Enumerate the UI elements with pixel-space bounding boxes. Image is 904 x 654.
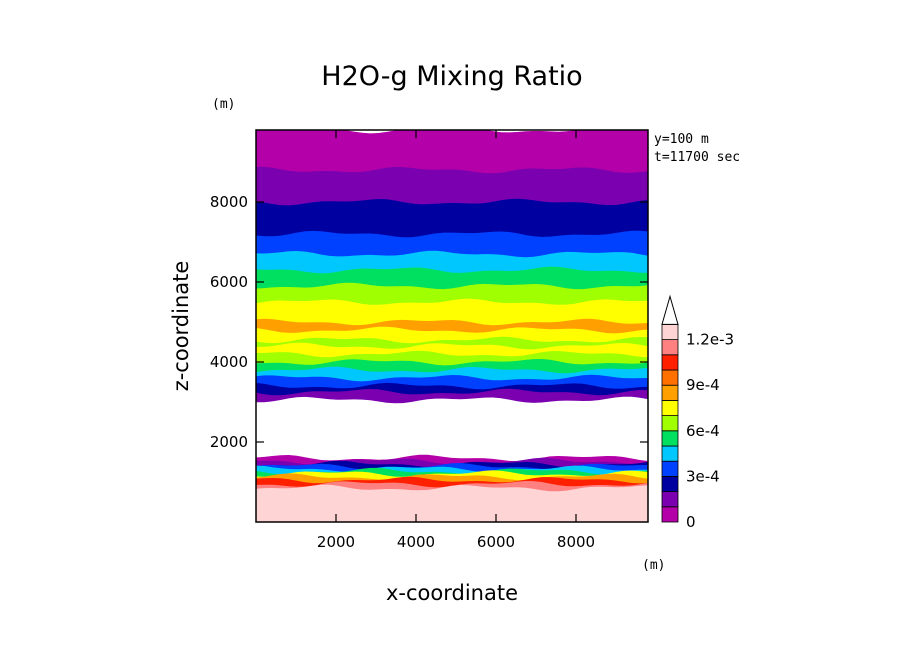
y-tick-label: 6000 — [210, 273, 248, 291]
colorbar-tick-label: 3e-4 — [686, 467, 720, 485]
colorbar-extend-arrow — [661, 294, 679, 325]
colorbar-segment — [661, 323, 679, 340]
y-axis-ticks: 2000 4000 6000 8000 — [210, 193, 648, 451]
x-tick-label: 4000 — [397, 533, 435, 551]
colorbar-segment — [661, 430, 679, 447]
x-unit-label: (m) — [642, 558, 665, 573]
x-tick-label: 2000 — [317, 533, 355, 551]
x-tick-label: 8000 — [557, 533, 595, 551]
colorbar-tick-label: 6e-4 — [686, 422, 720, 440]
chart-title: H2O-g Mixing Ratio — [321, 61, 582, 92]
colorbar-segment — [661, 460, 679, 477]
colorbar-segment — [661, 475, 679, 492]
y-axis-label: z-coordinate — [169, 261, 193, 392]
colorbar-segment — [661, 415, 679, 432]
contour-field — [256, 130, 648, 522]
x-axis-ticks: 2000 4000 6000 8000 — [317, 130, 595, 551]
y-tick-label: 2000 — [210, 433, 248, 451]
annotation-y-position: y=100 m — [654, 132, 709, 147]
plot-frame — [255, 129, 649, 523]
colorbar-segment — [661, 354, 679, 371]
colorbar-segment — [661, 339, 679, 356]
colorbar-tick-label: 1.2e-3 — [686, 331, 734, 349]
colorbar-tick-label: 0 — [686, 513, 696, 531]
y-unit-label: (m) — [212, 97, 235, 112]
colorbar-segment — [661, 491, 679, 508]
colorbar: 0 3e-4 6e-4 9e-4 1.2e-3 — [661, 294, 734, 531]
x-axis-label: x-coordinate — [386, 581, 518, 605]
colorbar-segment — [661, 384, 679, 401]
colorbar-segment — [661, 369, 679, 386]
colorbar-segment — [661, 445, 679, 462]
annotation-time: t=11700 sec — [654, 150, 740, 165]
contour-band — [256, 484, 648, 522]
colorbar-tick-label: 9e-4 — [686, 376, 720, 394]
colorbar-segment — [661, 506, 679, 523]
x-tick-label: 6000 — [477, 533, 515, 551]
y-tick-label: 8000 — [210, 193, 248, 211]
colorbar-segment — [661, 399, 679, 416]
y-tick-label: 4000 — [210, 353, 248, 371]
